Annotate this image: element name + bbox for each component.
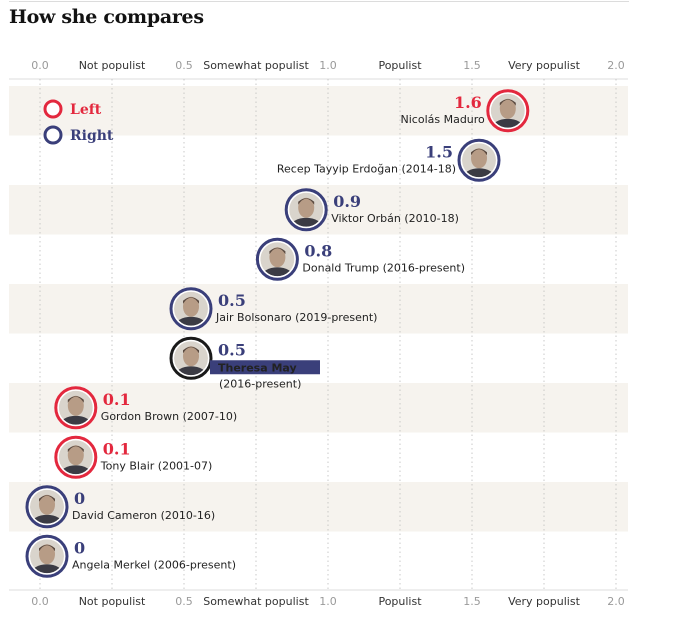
data-value-label: 1.5: [425, 142, 453, 161]
axis-tick-bottom: 0.5: [175, 595, 193, 608]
data-name-extra-label: (2016-present): [219, 377, 301, 390]
axis-category-bottom: Not populist: [79, 595, 146, 608]
politician-avatar: [255, 237, 299, 281]
politician-avatar: [25, 534, 69, 578]
axis-tick-top: 1.5: [463, 59, 481, 72]
data-value-label: 0.1: [103, 439, 131, 458]
highlight-name-box: [210, 360, 320, 375]
data-value-label: 0: [74, 489, 85, 508]
data-name-label: Gordon Brown (2007-10): [101, 410, 237, 423]
axis-category-top: Very populist: [508, 59, 580, 72]
data-name-label: Jair Bolsonaro (2019-present): [215, 311, 377, 324]
data-name-label: Recep Tayyip Erdoğan (2014-18): [277, 162, 456, 175]
data-name-label: Angela Merkel (2006-present): [72, 558, 236, 571]
legend-label: Right: [70, 128, 114, 144]
top-rule: [9, 1, 629, 2]
politician-avatar: [169, 336, 213, 380]
data-value-label: 0: [74, 538, 85, 557]
data-name-label: Nicolás Maduro: [401, 113, 486, 126]
politician-avatar: [457, 138, 501, 182]
axis-category-bottom: Somewhat populist: [203, 595, 309, 608]
axis-tick-top: 0.5: [175, 59, 193, 72]
axis-tick-bottom: 2.0: [607, 595, 625, 608]
politician-avatar: [54, 435, 98, 479]
axis-tick-top: 2.0: [607, 59, 625, 72]
data-name-label: Viktor Orbán (2010-18): [331, 212, 459, 225]
axis-category-bottom: Populist: [378, 595, 422, 608]
legend-label: Left: [70, 102, 102, 118]
left-party-ring-icon: [43, 99, 63, 119]
politician-avatar: [25, 485, 69, 529]
axis-tick-bottom: 1.0: [319, 595, 337, 608]
politician-avatar: [486, 89, 530, 133]
data-name-label: Tony Blair (2001-07): [100, 459, 213, 472]
axis-tick-top: 0.0: [31, 59, 49, 72]
data-value-label: 0.8: [304, 241, 332, 260]
chart-title: How she compares: [9, 6, 204, 28]
data-name-label: Theresa May: [218, 361, 297, 374]
axis-category-top: Populist: [378, 59, 422, 72]
politician-avatar: [284, 188, 328, 232]
data-value-label: 0.5: [218, 340, 246, 359]
data-name-label: David Cameron (2010-16): [72, 509, 215, 522]
politician-avatar: [169, 287, 213, 331]
data-value-label: 0.5: [218, 291, 246, 310]
data-point: 0.5 Theresa May (2016-present): [169, 336, 320, 390]
axis-category-top: Somewhat populist: [203, 59, 309, 72]
data-value-label: 1.6: [454, 93, 482, 112]
data-value-label: 0.1: [103, 390, 131, 409]
right-party-ring-icon: [43, 125, 63, 145]
row-band: [9, 482, 628, 532]
data-value-label: 0.9: [333, 192, 361, 211]
row-band: [9, 284, 628, 334]
axis-category-top: Not populist: [79, 59, 146, 72]
data-name-label: Donald Trump (2016-present): [302, 261, 465, 274]
politician-avatar: [54, 386, 98, 430]
axis-category-bottom: Very populist: [508, 595, 580, 608]
axis-tick-bottom: 1.5: [463, 595, 481, 608]
axis-tick-top: 1.0: [319, 59, 337, 72]
axis-tick-bottom: 0.0: [31, 595, 49, 608]
